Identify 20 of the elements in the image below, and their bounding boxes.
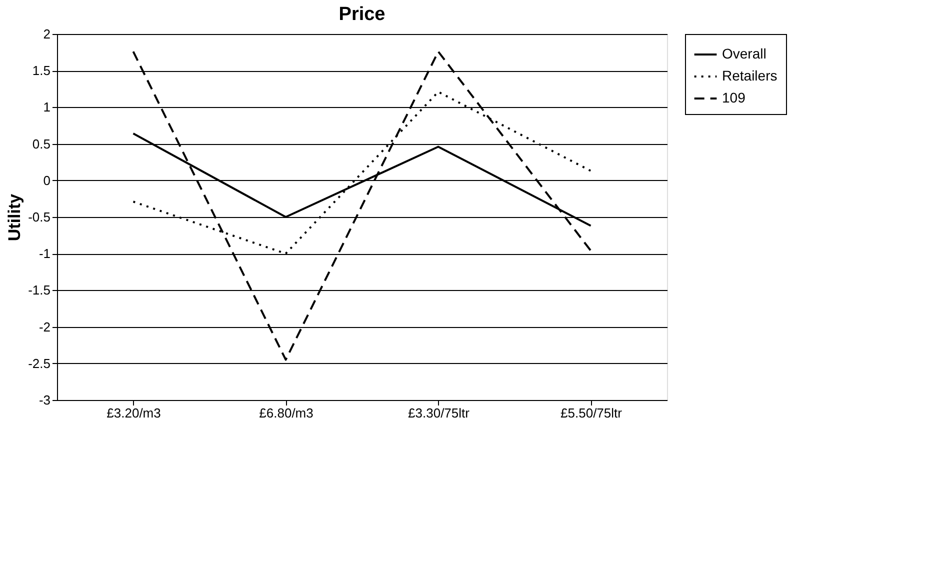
- y-tick-label: -1: [38, 246, 50, 262]
- y-tick-label: 1: [43, 100, 50, 115]
- y-tick-label: -1.5: [28, 282, 50, 298]
- x-tick-label: £5.50/75ltr: [560, 406, 623, 420]
- y-tick-label: -3: [38, 392, 50, 408]
- y-tick-label: -0.5: [28, 210, 50, 224]
- y-tick-label: 1.5: [32, 63, 50, 78]
- chart-title: Price: [338, 4, 386, 25]
- x-tick-label: £3.30/75ltr: [408, 406, 470, 420]
- legend-label: 109: [722, 90, 746, 106]
- legend-label: Retailers: [722, 68, 778, 84]
- y-tick-label: 0: [43, 172, 50, 188]
- legend-label: Overall: [722, 46, 766, 62]
- x-tick-label: £3.20/m3: [106, 406, 161, 420]
- y-tick-label: 0.5: [32, 136, 50, 152]
- y-tick-label: -2: [38, 319, 50, 334]
- x-tick-label: £6.80/m3: [259, 406, 314, 420]
- y-axis-title: Utility: [5, 193, 24, 242]
- y-tick-label: -2.5: [28, 356, 50, 371]
- y-tick-label: 2: [43, 26, 50, 42]
